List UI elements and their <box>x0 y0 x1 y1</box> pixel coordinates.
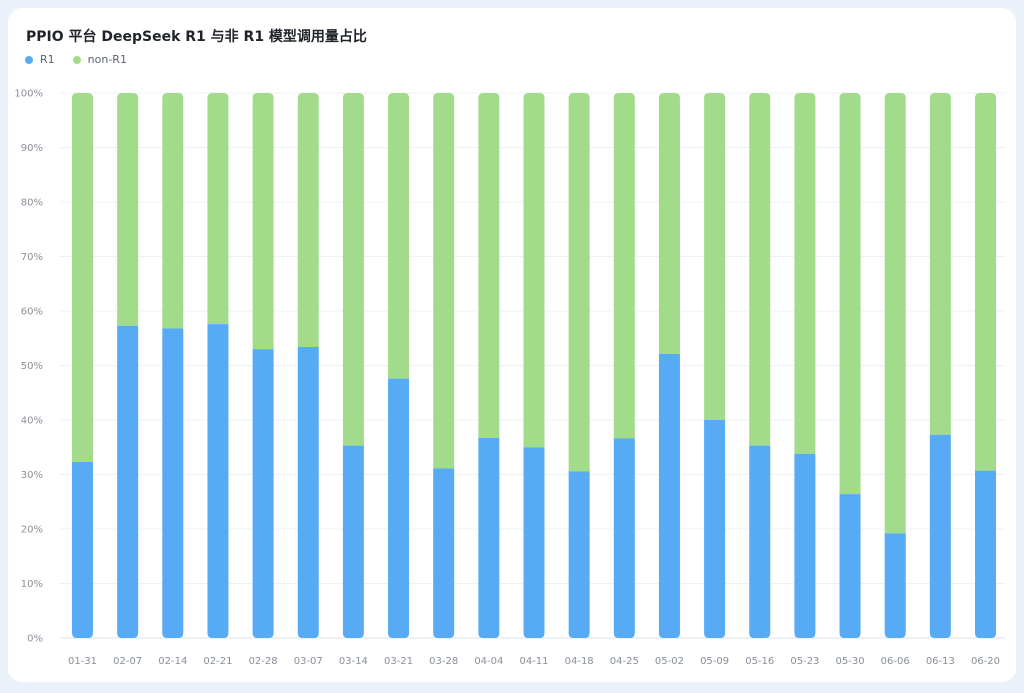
bar-non-r1 <box>297 93 319 347</box>
bar-non-r1 <box>839 93 861 495</box>
legend-label-non-r1: non-R1 <box>87 53 127 66</box>
x-tick-label: 05-02 <box>655 656 684 667</box>
x-tick-label: 03-28 <box>429 656 458 667</box>
bar-r1 <box>342 445 364 638</box>
x-tick-label: 06-06 <box>881 656 910 667</box>
x-tick-label: 05-30 <box>836 656 865 667</box>
bar-non-r1 <box>388 93 410 379</box>
bar-non-r1 <box>478 93 500 438</box>
x-tick-label: 03-07 <box>294 656 323 667</box>
legend-dot-r1 <box>25 55 33 64</box>
bar-non-r1 <box>523 93 545 448</box>
bar-non-r1 <box>72 93 93 462</box>
bar-r1 <box>658 354 680 638</box>
x-tick-label: 05-09 <box>700 656 729 667</box>
y-tick-label: 20% <box>21 525 43 536</box>
bar-non-r1 <box>252 93 274 350</box>
bar-r1 <box>613 438 635 638</box>
bar-r1 <box>523 447 545 638</box>
bar-non-r1 <box>929 93 951 435</box>
bar-non-r1 <box>342 93 364 446</box>
bar-r1 <box>388 378 410 638</box>
bar-non-r1 <box>433 93 455 469</box>
y-tick-label: 70% <box>21 252 43 263</box>
bar-non-r1 <box>704 93 726 420</box>
bar-layer <box>72 93 996 638</box>
y-tick-label: 80% <box>21 198 43 209</box>
x-tick-label: 04-11 <box>519 656 548 667</box>
bar-r1 <box>839 494 861 638</box>
x-tick-label: 04-04 <box>474 656 503 667</box>
chart-title: PPIO 平台 DeepSeek R1 与非 R1 模型调用量占比 <box>26 29 367 45</box>
bar-r1 <box>975 470 996 638</box>
x-tick-label: 01-31 <box>68 656 97 667</box>
bar-non-r1 <box>749 93 771 446</box>
bar-r1 <box>162 328 184 638</box>
bar-r1 <box>704 420 726 638</box>
x-tick-label: 06-20 <box>971 656 1000 667</box>
x-tick-label: 04-25 <box>610 656 639 667</box>
y-tick-label: 30% <box>21 470 43 481</box>
y-tick-label: 90% <box>21 143 43 154</box>
bar-r1 <box>568 471 590 638</box>
x-tick-label: 05-23 <box>790 656 819 667</box>
y-tick-label: 40% <box>21 416 43 427</box>
bar-non-r1 <box>117 93 139 326</box>
bar-r1 <box>72 461 93 638</box>
y-tick-label: 50% <box>21 361 43 372</box>
x-tick-label: 02-28 <box>249 656 278 667</box>
chart-legend: R1 non-R1 <box>25 53 145 66</box>
x-tick-label: 05-16 <box>745 656 774 667</box>
bar-non-r1 <box>884 93 906 534</box>
x-tick-label: 04-18 <box>565 656 594 667</box>
bar-non-r1 <box>568 93 590 472</box>
x-tick-label: 03-21 <box>384 656 413 667</box>
x-tick-label: 02-14 <box>158 656 187 667</box>
bar-r1 <box>207 324 229 638</box>
bar-non-r1 <box>613 93 635 439</box>
x-tick-label: 06-13 <box>926 656 955 667</box>
x-tick-label: 02-07 <box>113 656 142 667</box>
bar-r1 <box>884 533 906 638</box>
bar-r1 <box>929 434 951 638</box>
y-tick-label: 60% <box>21 307 43 318</box>
bar-non-r1 <box>207 93 229 325</box>
legend-item-non-r1[interactable]: non-R1 <box>72 53 127 66</box>
x-tick-label: 03-14 <box>339 656 368 667</box>
x-tick-label: 02-21 <box>203 656 232 667</box>
bar-r1 <box>117 325 139 638</box>
bar-r1 <box>252 349 274 638</box>
legend-item-r1[interactable]: R1 <box>25 53 55 66</box>
bar-r1 <box>794 453 816 638</box>
bar-r1 <box>297 346 319 638</box>
bar-r1 <box>478 437 500 638</box>
bar-non-r1 <box>975 93 996 471</box>
bar-non-r1 <box>162 93 184 329</box>
label-layer: 0% 10% 20% 30% 40% 50% 60% 70% 80% 90% 100% 01-31 02… <box>14 89 1000 668</box>
legend-dot-non-r1 <box>72 55 81 64</box>
bar-non-r1 <box>794 93 816 454</box>
bar-r1 <box>749 445 771 638</box>
y-tick-label: 10% <box>21 579 43 590</box>
y-tick-label: 0% <box>27 634 43 645</box>
y-tick-label: 100% <box>14 89 43 100</box>
bar-r1 <box>433 468 455 638</box>
bar-non-r1 <box>658 93 680 355</box>
legend-label-r1: R1 <box>40 53 55 66</box>
